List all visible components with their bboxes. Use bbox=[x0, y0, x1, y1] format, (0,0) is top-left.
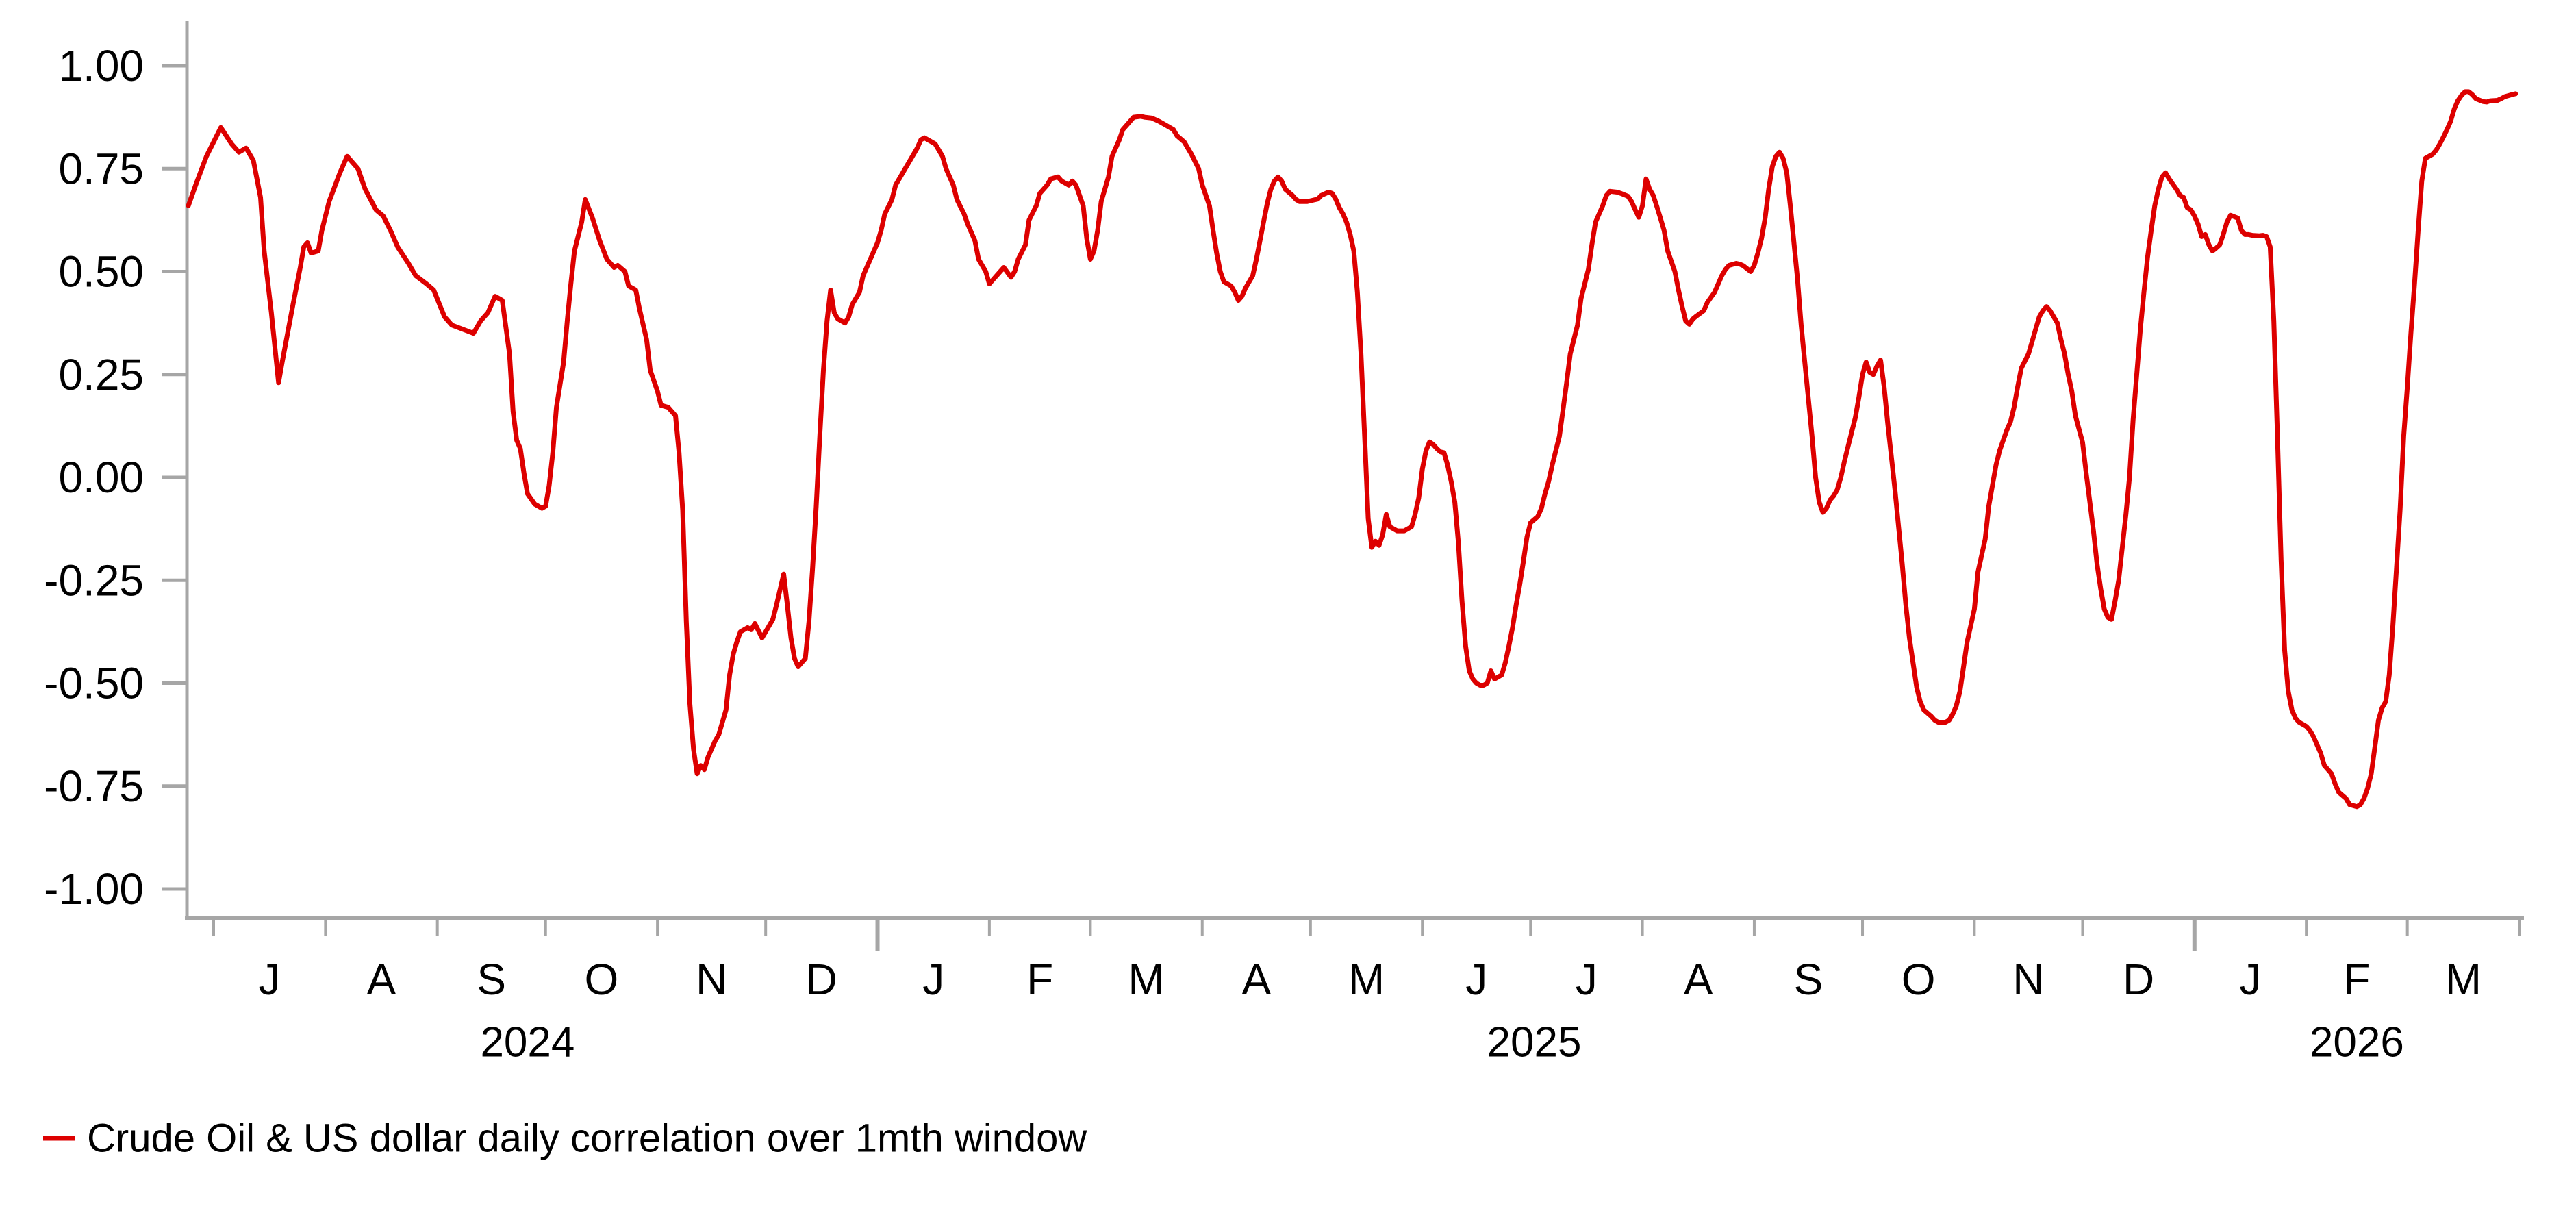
correlation-line bbox=[186, 89, 2518, 810]
y-tick-label: -0.75 bbox=[44, 762, 144, 811]
year-label: 2025 bbox=[1487, 1019, 1582, 1066]
y-tick-label: -0.25 bbox=[44, 555, 144, 605]
y-tick-label: 0.75 bbox=[58, 144, 144, 193]
month-label: O bbox=[1902, 955, 1936, 1004]
month-label: J bbox=[1465, 955, 1487, 1004]
month-label: F bbox=[2343, 955, 2370, 1004]
y-tick-label: -1.00 bbox=[44, 864, 144, 914]
month-label: D bbox=[2123, 955, 2154, 1004]
y-tick-label: 0.25 bbox=[58, 350, 144, 399]
month-label: A bbox=[1684, 955, 1713, 1004]
month-label: F bbox=[1026, 955, 1053, 1004]
month-label: M bbox=[1128, 955, 1164, 1004]
month-label: A bbox=[367, 955, 396, 1004]
month-label: N bbox=[696, 955, 727, 1004]
y-tick-label: -0.50 bbox=[44, 659, 144, 708]
month-label: D bbox=[806, 955, 837, 1004]
year-label: 2026 bbox=[2310, 1019, 2404, 1066]
axes: 1.00 0.75 0.50 0.25 0.00 -0.25 -0.50 -0.75 -1.00… bbox=[44, 21, 2524, 1066]
month-label: J bbox=[259, 955, 281, 1004]
year-label: 2024 bbox=[480, 1019, 574, 1066]
month-label: M bbox=[2445, 955, 2482, 1004]
month-label: N bbox=[2012, 955, 2044, 1004]
series bbox=[186, 89, 2518, 810]
month-label: A bbox=[1241, 955, 1271, 1004]
y-tick-label: 0.00 bbox=[58, 453, 144, 502]
month-label: S bbox=[1794, 955, 1823, 1004]
month-label: J bbox=[922, 955, 944, 1004]
month-label: J bbox=[2239, 955, 2261, 1004]
legend: Crude Oil & US dollar daily correlation … bbox=[43, 1116, 1087, 1161]
month-label: O bbox=[585, 955, 619, 1004]
y-tick-label: 0.50 bbox=[58, 247, 144, 297]
y-tick-label: 1.00 bbox=[58, 41, 144, 90]
month-label: M bbox=[1348, 955, 1385, 1004]
month-label: J bbox=[1576, 955, 1598, 1004]
legend-label: Crude Oil & US dollar daily correlation … bbox=[87, 1116, 1087, 1161]
month-label: S bbox=[477, 955, 506, 1004]
